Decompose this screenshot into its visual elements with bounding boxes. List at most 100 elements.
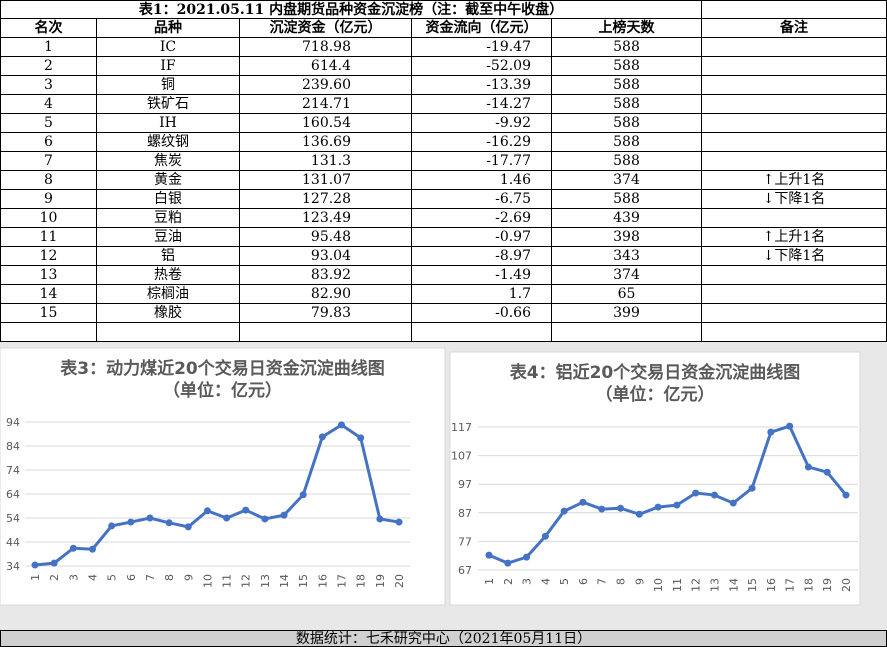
x-tick-label: 1 xyxy=(29,574,42,581)
point xyxy=(523,553,531,561)
point xyxy=(280,511,288,519)
x-tick-label: 16 xyxy=(765,578,778,592)
y-tick-label: 44 xyxy=(6,536,20,549)
point xyxy=(184,523,192,531)
x-tick-label: 15 xyxy=(746,578,759,592)
table-cell: -8.97 xyxy=(412,247,552,266)
point xyxy=(617,504,625,512)
table-cell: 13 xyxy=(0,266,97,285)
point xyxy=(729,499,737,507)
table-cell: 343 xyxy=(552,247,702,266)
x-tick-label: 19 xyxy=(374,574,387,588)
blank xyxy=(702,323,887,342)
table-cell: -0.97 xyxy=(412,228,552,247)
header-cell: 品种 xyxy=(97,19,240,38)
blank xyxy=(97,323,240,342)
x-tick-label: 11 xyxy=(671,578,684,592)
point xyxy=(504,559,512,567)
table-cell: -9.92 xyxy=(412,114,552,133)
header-cell: 名次 xyxy=(0,19,97,38)
table-cell: 5 xyxy=(0,114,97,133)
x-tick-label: 3 xyxy=(521,578,534,585)
x-tick-label: 18 xyxy=(802,578,815,592)
blank xyxy=(240,323,412,342)
table-cell: 12 xyxy=(0,247,97,266)
point xyxy=(485,551,493,559)
table-cell: 79.83 xyxy=(240,304,412,323)
table-cell: 93.04 xyxy=(240,247,412,266)
y-tick-label: 74 xyxy=(6,464,20,477)
table-cell: 65 xyxy=(552,285,702,304)
x-tick-label: 20 xyxy=(840,578,853,592)
table-cell: 239.60 xyxy=(240,76,412,95)
table-cell: 160.54 xyxy=(240,114,412,133)
table-cell: -17.77 xyxy=(412,152,552,171)
point xyxy=(673,501,681,509)
chart-title: 表3：动力煤近20个交易日资金沉淀曲线图（单位：亿元） xyxy=(60,359,385,401)
point xyxy=(692,489,700,497)
header-cell: 沉淀资金（亿元） xyxy=(240,19,412,38)
x-tick-label: 20 xyxy=(393,574,406,588)
point xyxy=(804,463,812,471)
table-cell: -1.49 xyxy=(412,266,552,285)
x-tick-label: 17 xyxy=(336,574,349,588)
chart-title: 表4：铝近20个交易日资金沉淀曲线图（单位：亿元） xyxy=(509,363,801,405)
blank xyxy=(552,323,702,342)
table-cell: 82.90 xyxy=(240,285,412,304)
x-tick-label: 10 xyxy=(652,578,665,592)
point xyxy=(299,491,307,499)
y-tick-label: 117 xyxy=(451,421,472,434)
table-cell: 3 xyxy=(0,76,97,95)
table-cell: 588 xyxy=(552,38,702,57)
point xyxy=(395,518,403,526)
table-cell: 588 xyxy=(552,190,702,209)
table-cell: 614.4 xyxy=(240,57,412,76)
table-cell: -6.75 xyxy=(412,190,552,209)
x-tick-label: 10 xyxy=(201,574,214,588)
point xyxy=(710,491,718,499)
table-cell: 10 xyxy=(0,209,97,228)
x-tick-label: 4 xyxy=(539,578,552,585)
x-tick-label: 6 xyxy=(577,578,590,585)
point xyxy=(165,519,173,527)
blank xyxy=(702,76,887,95)
y-tick-label: 67 xyxy=(458,564,472,577)
x-tick-label: 3 xyxy=(67,574,80,581)
table-cell: 588 xyxy=(552,57,702,76)
table-cell: ↑上升1名 xyxy=(702,228,887,247)
table-cell: 热卷 xyxy=(97,266,240,285)
table-cell: 棕榈油 xyxy=(97,285,240,304)
blank xyxy=(702,95,887,114)
x-tick-label: 15 xyxy=(297,574,310,588)
point xyxy=(223,514,231,522)
table-cell: 14 xyxy=(0,285,97,304)
point xyxy=(541,532,549,540)
point xyxy=(635,510,643,518)
table-cell: 焦炭 xyxy=(97,152,240,171)
table-cell: 豆油 xyxy=(97,228,240,247)
point xyxy=(242,506,250,514)
x-tick-label: 17 xyxy=(784,578,797,592)
table-cell: 4 xyxy=(0,95,97,114)
point xyxy=(318,433,326,441)
table-cell: 439 xyxy=(552,209,702,228)
point xyxy=(748,484,756,492)
line xyxy=(34,423,400,567)
table-cell: 588 xyxy=(552,95,702,114)
table-cell: 铝 xyxy=(97,247,240,266)
table-cell: 136.69 xyxy=(240,133,412,152)
blank xyxy=(702,133,887,152)
table-cell: 374 xyxy=(552,266,702,285)
footer: 数据统计：七禾研究中心（2021年05月11日） xyxy=(0,630,887,647)
table-cell: IF xyxy=(97,57,240,76)
blank xyxy=(702,152,887,171)
point xyxy=(823,468,831,476)
y-tick-label: 64 xyxy=(6,488,20,501)
table-cell: -14.27 xyxy=(412,95,552,114)
table-cell: IH xyxy=(97,114,240,133)
table-cell: 214.71 xyxy=(240,95,412,114)
point xyxy=(127,518,135,526)
point xyxy=(598,505,606,513)
